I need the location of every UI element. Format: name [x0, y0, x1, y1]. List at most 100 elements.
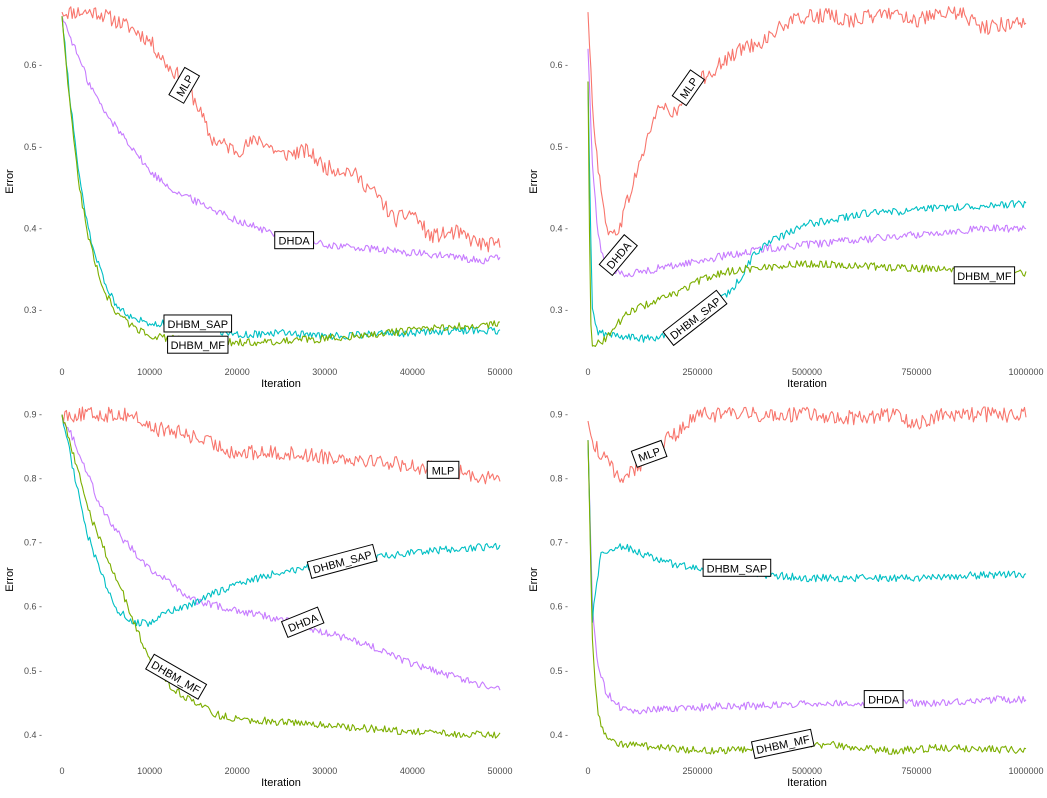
x-tick-label: 1000000	[1008, 367, 1043, 377]
y-tick-label: 0.6 -	[24, 60, 42, 70]
y-tick-label: 0.6 -	[550, 60, 568, 70]
series-label: DHBM_SAP	[306, 543, 378, 579]
x-tick-label: 750000	[901, 766, 931, 776]
series-label: DHBM_MF	[953, 266, 1016, 285]
x-tick-label: 250000	[682, 367, 712, 377]
series-label-box	[274, 231, 315, 250]
series-label-text: DHBM_SAP	[168, 319, 229, 331]
x-tick-label: 10000	[137, 367, 162, 377]
series-label: MLP	[671, 69, 706, 107]
series-label-text: MLP	[432, 465, 455, 477]
series-line-dhbm-mf	[61, 414, 501, 739]
x-tick-label: 30000	[312, 367, 337, 377]
x-tick-label: 750000	[901, 367, 931, 377]
panel-bottom-right: 0.4 - 0.5 - 0.6 - 0.7 - 0.8 - 0.9 - 0 250000 500…	[528, 406, 1044, 789]
series-line-dhbm-sap	[61, 16, 501, 340]
y-tick-label: 0.5 -	[24, 666, 42, 676]
series-label-box	[953, 266, 1016, 285]
series-line-dhda	[61, 16, 501, 265]
series-label-box	[630, 439, 668, 468]
y-tick-label: 0.5 -	[550, 142, 568, 152]
series-label: DHBM_SAP	[662, 289, 728, 347]
series-label: DHDA	[598, 234, 638, 277]
y-tick-label: 0.4 -	[550, 730, 568, 740]
series-label-text: DHBM_MF	[171, 340, 226, 352]
y-tick-label: 0.4 -	[24, 223, 42, 233]
x-axis-title: Iteration	[787, 378, 827, 390]
series-label-text: DHBM_SAP	[707, 563, 768, 575]
series-line-dhda	[587, 48, 1027, 278]
x-tick-label: 40000	[400, 766, 425, 776]
series-label-box	[280, 606, 325, 639]
x-tick-label: 50000	[487, 766, 512, 776]
x-tick-label: 0	[585, 367, 590, 377]
series-label-box	[863, 690, 904, 709]
x-axis-title: Iteration	[261, 378, 301, 390]
series-label-box	[168, 66, 201, 104]
x-tick-label: 30000	[312, 766, 337, 776]
x-tick-label: 500000	[792, 766, 822, 776]
panel-bottom-left: 0.4 - 0.5 - 0.6 - 0.7 - 0.8 - 0.9 - 0 10000 2000…	[4, 406, 513, 789]
x-tick-label: 50000	[487, 367, 512, 377]
x-tick-label: 500000	[792, 367, 822, 377]
x-tick-label: 0	[59, 766, 64, 776]
y-tick-label: 0.9 -	[24, 410, 42, 420]
series-label-box	[426, 460, 460, 479]
series-label-box	[598, 234, 638, 277]
x-axis-title: Iteration	[261, 777, 301, 789]
x-tick-label: 0	[585, 766, 590, 776]
y-tick-label: 0.3 -	[550, 305, 568, 315]
y-tick-label: 0.3 -	[24, 305, 42, 315]
x-tick-label: 0	[59, 367, 64, 377]
y-tick-label: 0.9 -	[550, 410, 568, 420]
series-line-dhda	[587, 440, 1027, 715]
series-label-box	[167, 335, 229, 354]
series-label-text: DHBM_MF	[957, 271, 1012, 283]
series-label: DHDA	[280, 606, 325, 639]
y-tick-label: 0.6 -	[550, 602, 568, 612]
y-axis-title: Error	[4, 567, 16, 592]
series-label-box	[163, 314, 233, 333]
panel-top-right: 0.3 - 0.4 - 0.5 - 0.6 - 0 250000 500000 750000 1…	[528, 6, 1044, 390]
series-label: DHDA	[274, 231, 315, 250]
series-label: DHBM_SAP	[163, 314, 233, 333]
x-tick-label: 250000	[682, 766, 712, 776]
series-label: MLP	[630, 439, 668, 468]
y-tick-label: 0.8 -	[550, 474, 568, 484]
x-tick-label: 10000	[137, 766, 162, 776]
x-tick-label: 1000000	[1008, 766, 1043, 776]
y-tick-label: 0.4 -	[24, 730, 42, 740]
series-line-mlp	[61, 6, 501, 253]
series-line-dhbm-sap	[587, 440, 1027, 623]
series-line-dhbm-sap	[61, 414, 501, 627]
series-label-box	[750, 728, 815, 760]
panel-top-left: 0.3 - 0.4 - 0.5 - 0.6 - 0 10000 20000 30000 4000…	[4, 6, 513, 390]
y-tick-label: 0.6 -	[24, 602, 42, 612]
series-label: DHDA	[863, 690, 904, 709]
series-line-dhbm-mf	[61, 16, 500, 347]
series-line-dhbm-mf	[587, 81, 1027, 347]
x-tick-label: 40000	[400, 367, 425, 377]
series-label-box	[702, 558, 772, 577]
series-label-box	[306, 543, 378, 579]
series-line-dhbm-sap	[587, 81, 1027, 343]
x-tick-label: 20000	[225, 766, 250, 776]
y-axis-title: Error	[528, 567, 540, 592]
series-line-dhda	[61, 414, 501, 691]
y-axis-title: Error	[528, 169, 540, 194]
series-label-box	[145, 653, 208, 700]
series-label-box	[662, 289, 728, 347]
series-label: DHBM_MF	[750, 728, 815, 760]
x-axis-title: Iteration	[787, 777, 827, 789]
y-tick-label: 0.8 -	[24, 474, 42, 484]
y-tick-label: 0.4 -	[550, 223, 568, 233]
series-label-box	[671, 69, 706, 107]
series-label-text: DHBM_SAP	[668, 296, 723, 343]
y-tick-label: 0.5 -	[550, 666, 568, 676]
y-tick-label: 0.5 -	[24, 142, 42, 152]
y-tick-label: 0.7 -	[24, 538, 42, 548]
series-label: DHBM_SAP	[702, 558, 772, 577]
y-tick-label: 0.7 -	[550, 538, 568, 548]
series-label: DHBM_MF	[167, 335, 229, 354]
